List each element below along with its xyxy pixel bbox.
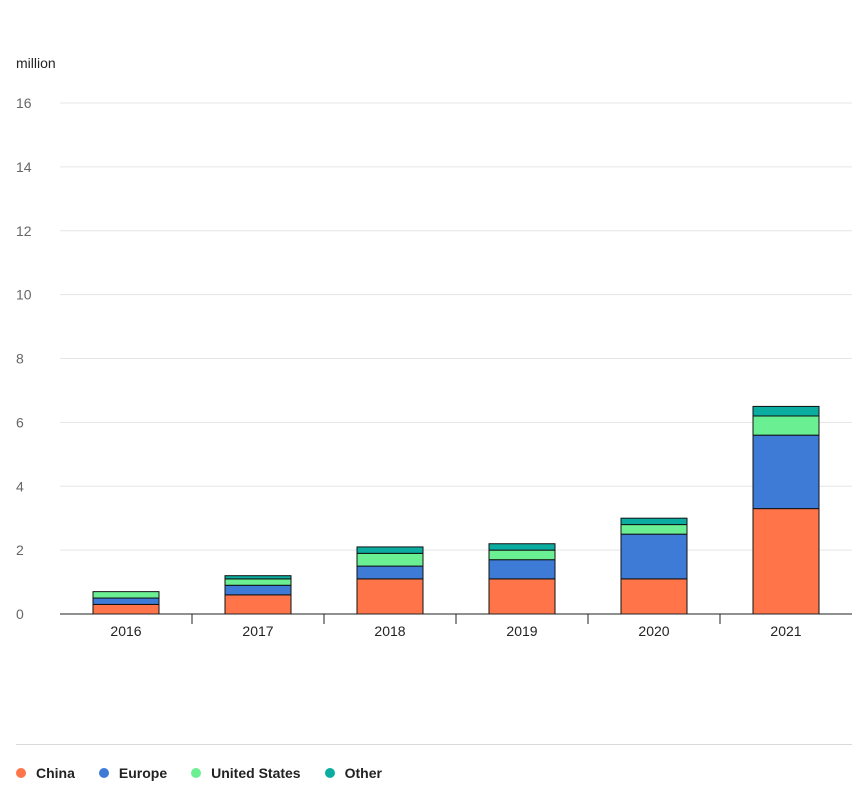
bar-europe-2021[interactable] — [752, 434, 820, 510]
bar-china-2017[interactable] — [224, 594, 292, 615]
legend-label: Europe — [118, 765, 168, 781]
legend-dot-europe — [98, 768, 109, 778]
bar-china-2016[interactable] — [92, 603, 160, 615]
legend-label: Other — [344, 765, 382, 781]
bar-europe-2017[interactable] — [224, 584, 292, 596]
y-tick-label: 10 — [16, 287, 32, 303]
y-tick-label: 0 — [16, 606, 24, 622]
y-tick-label: 16 — [16, 95, 32, 111]
bar-other-2019[interactable] — [488, 543, 556, 551]
bar-other-2017[interactable] — [224, 575, 292, 580]
bar-europe-2018[interactable] — [356, 565, 424, 580]
legend-item-other[interactable]: Other — [324, 765, 382, 781]
bar-europe-2019[interactable] — [488, 559, 556, 580]
y-tick-label: 6 — [16, 414, 24, 430]
y-tick-label: 8 — [16, 351, 24, 367]
bar-china-2021[interactable] — [752, 508, 820, 615]
bar-europe-2016[interactable] — [92, 597, 160, 605]
y-tick-label: 14 — [16, 159, 32, 175]
y-unit-label: million — [16, 55, 56, 71]
bar-europe-2020[interactable] — [620, 533, 688, 580]
x-tick-label: 2017 — [242, 623, 273, 639]
bar-united-states-2018[interactable] — [356, 552, 424, 567]
bar-united-states-2017[interactable] — [224, 578, 292, 586]
legend-label: China — [36, 765, 75, 781]
x-tick-label: 2016 — [110, 623, 141, 639]
bar-other-2018[interactable] — [356, 546, 424, 554]
legend: China Europe United States Other — [16, 744, 852, 781]
x-tick-label: 2019 — [506, 623, 537, 639]
y-axis-ticks: 0 2 4 6 8 10 12 14 16 — [16, 95, 32, 622]
x-tick-label: 2018 — [374, 623, 405, 639]
x-tick-label: 2020 — [638, 623, 669, 639]
legend-item-china[interactable]: China — [16, 765, 75, 781]
x-axis: 2016 2017 2018 2019 2020 2021 — [60, 613, 852, 639]
legend-dot-other — [324, 768, 335, 778]
legend-item-europe[interactable]: Europe — [98, 765, 168, 781]
legend-dot-united-states — [191, 768, 202, 778]
bar-china-2020[interactable] — [620, 578, 688, 615]
legend-item-united-states[interactable]: United States — [191, 765, 301, 781]
y-tick-label: 2 — [16, 542, 24, 558]
bar-other-2021[interactable] — [752, 405, 820, 417]
bar-united-states-2016[interactable] — [92, 591, 160, 599]
x-tick-label: 2021 — [770, 623, 801, 639]
legend-dot-china — [16, 768, 26, 778]
bar-united-states-2021[interactable] — [752, 415, 820, 436]
bar-united-states-2019[interactable] — [488, 549, 556, 561]
bar-china-2019[interactable] — [488, 578, 556, 615]
legend-label: United States — [211, 765, 301, 781]
bar-united-states-2020[interactable] — [620, 524, 688, 535]
bar-china-2018[interactable] — [356, 578, 424, 615]
gridlines — [60, 102, 852, 551]
bars — [92, 405, 820, 615]
y-tick-label: 4 — [16, 478, 24, 494]
y-tick-label: 12 — [16, 223, 32, 239]
bar-other-2020[interactable] — [620, 517, 688, 526]
